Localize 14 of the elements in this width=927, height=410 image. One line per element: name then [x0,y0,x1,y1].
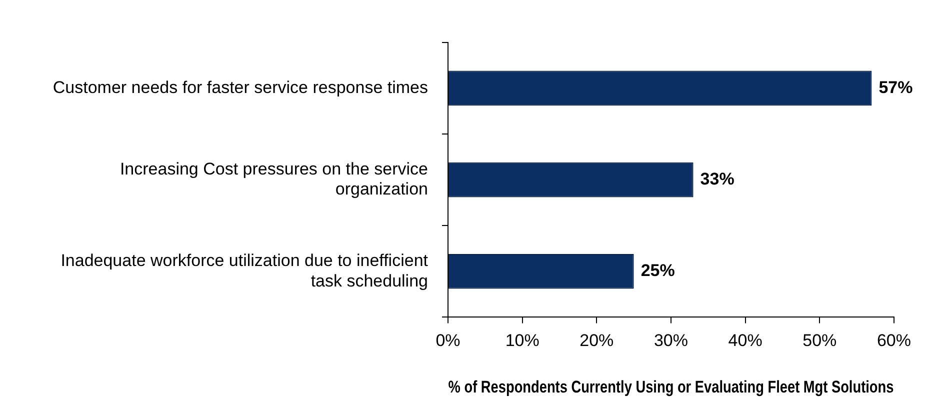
x-tick-label: 0% [436,331,460,350]
x-tick-label: 50% [802,331,837,350]
x-tick-label: 60% [876,331,912,350]
data-label: 25% [640,261,675,280]
data-label: 57% [878,78,913,97]
x-axis-title: % of Respondents Currently Using or Evaluating Fleet Mgt Solutions [448,378,894,397]
y-tick-label: Increasing Cost pressures on the service organization [120,159,428,199]
x-tick-label: 20% [580,331,614,350]
x-tick-label: 30% [654,331,688,350]
x-tick-label: 40% [728,331,762,350]
y-tick-label: Inadequate workforce utilization due to inefficient task scheduling [60,250,428,290]
data-label: 33% [700,169,734,188]
y-tick-label: Customer needs for faster service response times [52,78,428,97]
x-tick-label: 10% [505,331,540,350]
